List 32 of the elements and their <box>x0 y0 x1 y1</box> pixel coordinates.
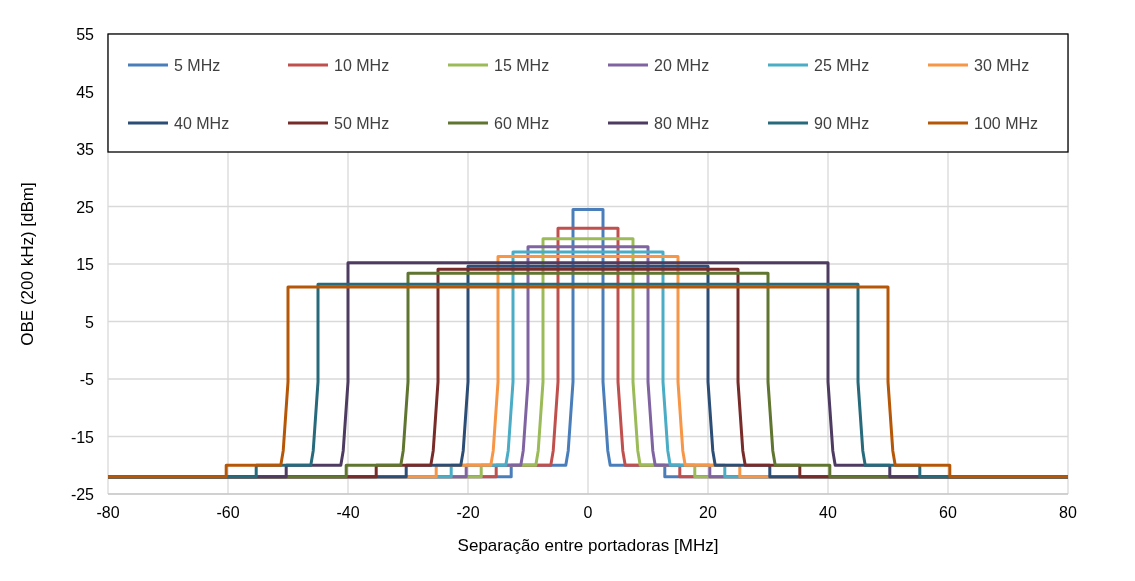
x-tick-label: -60 <box>216 504 240 521</box>
legend-label: 40 MHz <box>174 115 230 132</box>
x-tick-label: 60 <box>939 504 957 521</box>
legend-label: 90 MHz <box>814 115 870 132</box>
x-tick-label: 80 <box>1059 504 1077 521</box>
y-tick-label: 45 <box>76 83 95 101</box>
legend-label: 15 MHz <box>494 57 550 74</box>
legend-label: 5 MHz <box>174 57 221 74</box>
y-tick-label: 5 <box>85 313 95 331</box>
x-tick-label: 0 <box>583 504 593 521</box>
y-tick-label: -25 <box>70 486 95 503</box>
legend-label: 10 MHz <box>334 57 390 74</box>
y-axis-title: OBE (200 kHz) [dBm] <box>18 182 37 346</box>
y-tick-label: 35 <box>76 141 95 158</box>
y-tick-label: 55 <box>76 26 95 43</box>
x-axis-title: Separação entre portadoras [MHz] <box>457 536 719 555</box>
x-tick-label: -20 <box>456 504 480 521</box>
y-tick-label: -15 <box>70 428 95 446</box>
legend-label: 25 MHz <box>814 57 870 74</box>
x-tick-label: -40 <box>336 504 360 521</box>
y-tick-label: -5 <box>79 371 95 388</box>
legend-label: 100 MHz <box>974 115 1039 132</box>
legend-label: 60 MHz <box>494 115 550 132</box>
legend-label: 50 MHz <box>334 115 390 132</box>
legend-label: 80 MHz <box>654 115 710 132</box>
x-tick-label: 40 <box>819 504 837 521</box>
y-tick-label: 15 <box>76 256 95 273</box>
x-tick-label: 20 <box>699 504 717 521</box>
x-tick-label: -80 <box>96 504 120 521</box>
legend-label: 30 MHz <box>974 57 1030 74</box>
legend-label: 20 MHz <box>654 57 710 74</box>
y-tick-label: 25 <box>76 198 95 216</box>
